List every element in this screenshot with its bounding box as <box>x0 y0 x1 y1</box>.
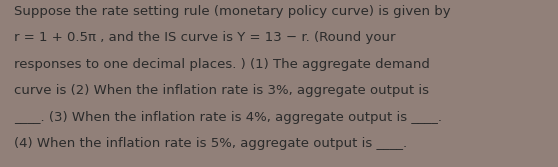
Text: r = 1 + 0.5π , and the IS curve is Y = 13 − r. (Round your: r = 1 + 0.5π , and the IS curve is Y = 1… <box>14 31 396 44</box>
Text: (4) When the inflation rate is 5%, aggregate output is ____.: (4) When the inflation rate is 5%, aggre… <box>14 137 407 150</box>
Text: ____. (3) When the inflation rate is 4%, aggregate output is ____.: ____. (3) When the inflation rate is 4%,… <box>14 111 442 124</box>
Text: curve is (2) When the inflation rate is 3%, aggregate output is: curve is (2) When the inflation rate is … <box>14 84 429 97</box>
Text: Suppose the rate setting rule (monetary policy curve) is given by: Suppose the rate setting rule (monetary … <box>14 5 450 18</box>
Text: responses to one decimal places. ) (1) The aggregate demand: responses to one decimal places. ) (1) T… <box>14 58 430 71</box>
